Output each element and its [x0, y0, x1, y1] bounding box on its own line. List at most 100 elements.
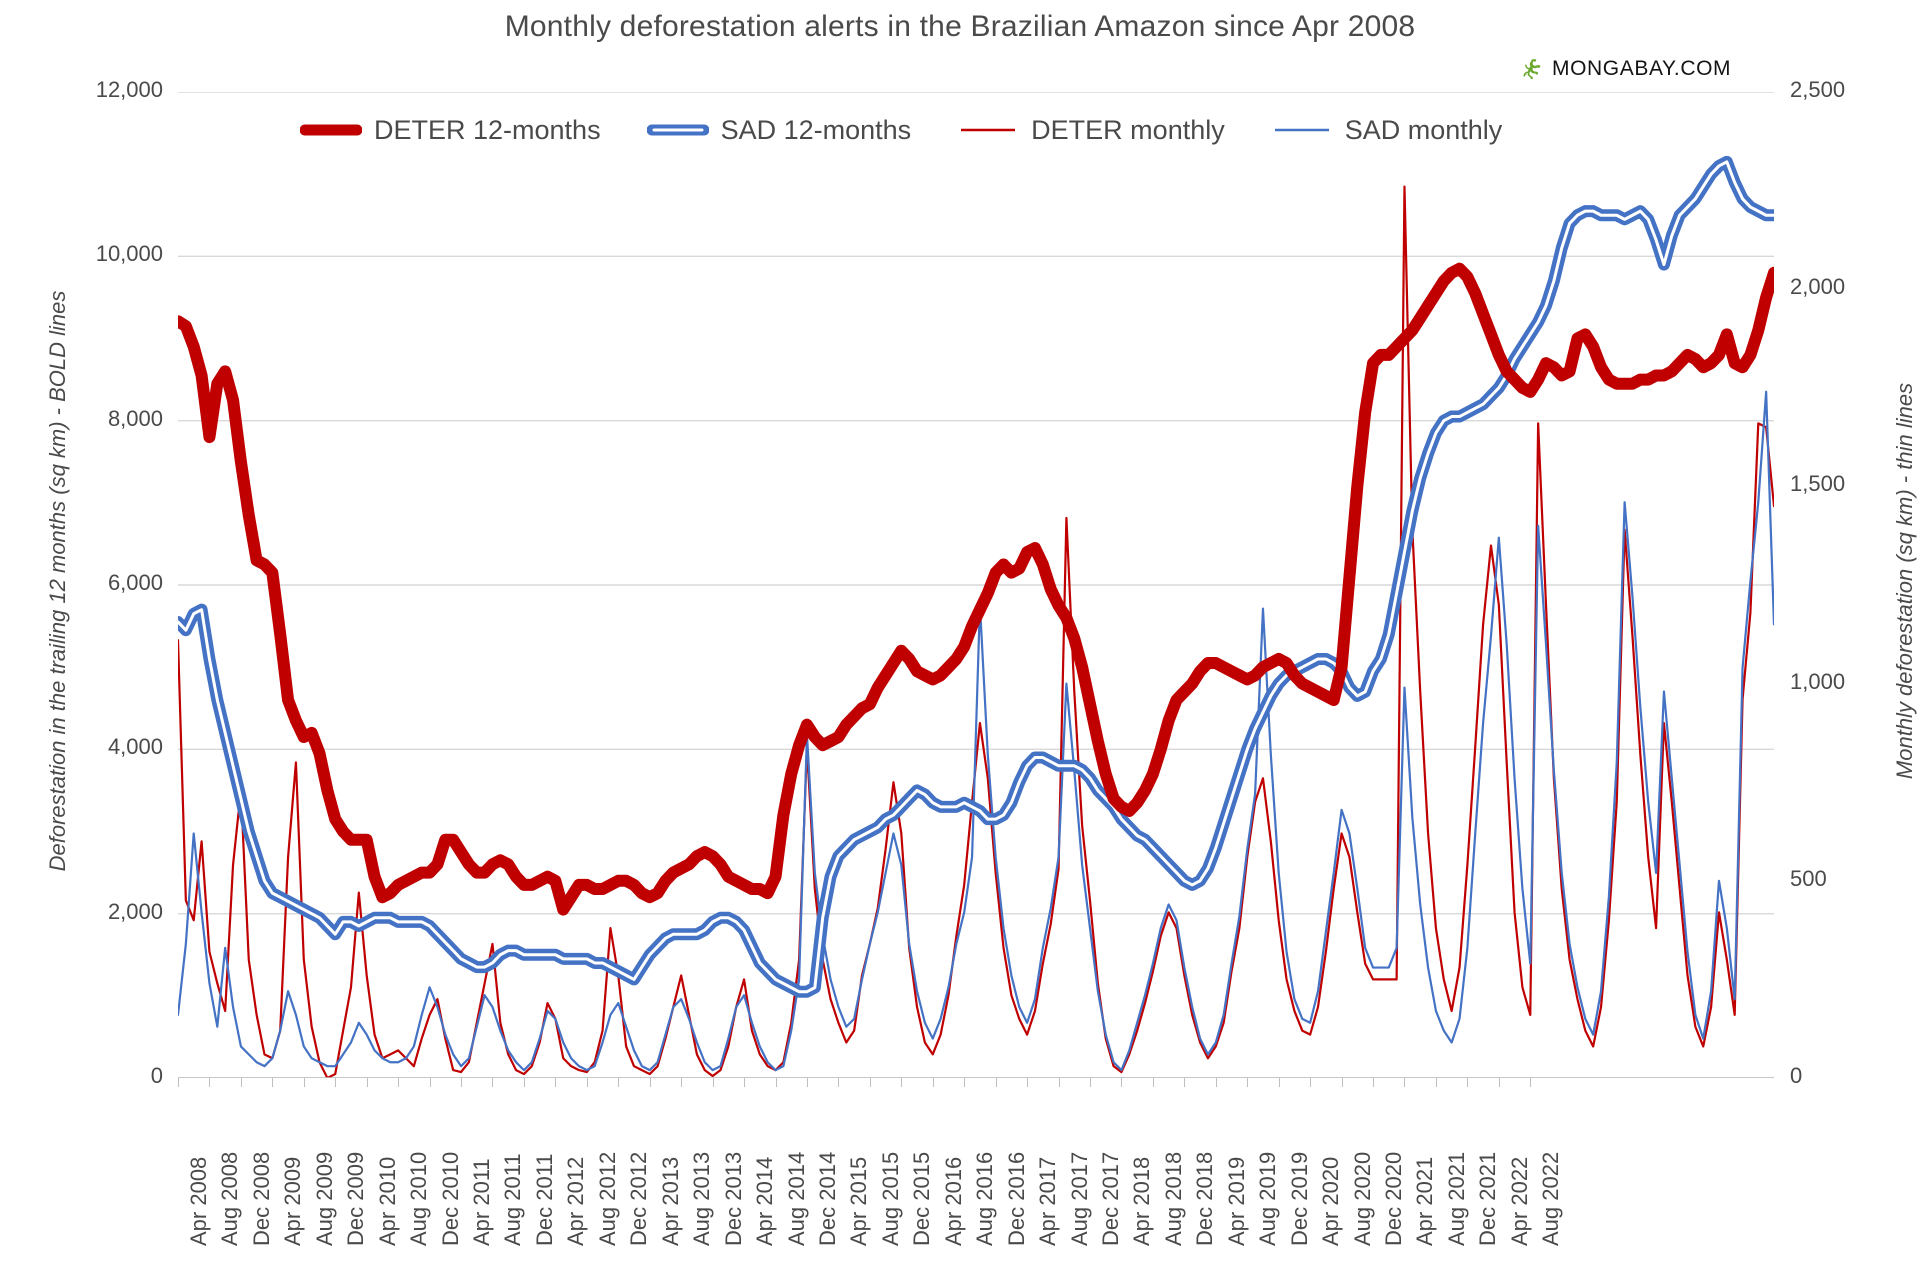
- x-axis-tick-label-7: Aug 2010: [406, 1151, 432, 1246]
- x-axis-tick-mark-18: [744, 1078, 746, 1087]
- x-axis-tick-mark-4: [303, 1078, 305, 1087]
- series-sad-monthly: [178, 390, 1774, 1072]
- legend-item-sad-12-months[interactable]: SAD 12-months: [646, 114, 912, 146]
- thin-blue-line-icon: [1274, 128, 1329, 132]
- y-axis-left-tick-4: 8,000: [107, 405, 163, 431]
- x-axis-tick-mark-34: [1247, 1078, 1249, 1087]
- x-axis-tick-label-11: Dec 2011: [531, 1153, 557, 1246]
- brand-name: MONGABAY.COM: [1552, 57, 1732, 80]
- y-axis-right-tick-5: 2,500: [1790, 77, 1846, 102]
- x-axis-tick-mark-2: [240, 1078, 242, 1087]
- x-axis-tick-mark-39: [1404, 1078, 1406, 1087]
- x-axis-tick-label-22: Aug 2015: [877, 1151, 903, 1246]
- x-axis-tick-mark-13: [586, 1078, 588, 1087]
- thin-red-line-icon: [961, 128, 1016, 132]
- x-axis-tick-mark-23: [901, 1078, 903, 1087]
- legend-item-deter-12-months[interactable]: DETER 12-months: [300, 115, 601, 146]
- x-axis-tick-label-1: Aug 2008: [217, 1151, 243, 1246]
- x-axis-tick-label-36: Apr 2020: [1318, 1156, 1344, 1246]
- gecko-icon: [1523, 59, 1541, 80]
- x-axis-tick-mark-37: [1341, 1078, 1343, 1087]
- x-axis-tick-label-32: Dec 2018: [1192, 1151, 1218, 1246]
- y-axis-left-tick-6: 12,000: [95, 77, 163, 102]
- x-axis-tick-label-16: Aug 2013: [689, 1151, 715, 1246]
- x-axis-tick-label-9: Apr 2011: [469, 1158, 495, 1246]
- x-axis-tick-label-35: Dec 2019: [1286, 1151, 1312, 1246]
- y-axis-right-tick-0: 0: [1790, 1063, 1803, 1088]
- legend-label-3: SAD monthly: [1344, 114, 1503, 145]
- x-axis-tick-label-43: Aug 2022: [1538, 1151, 1564, 1246]
- legend-label-1: SAD 12-months: [720, 114, 912, 145]
- x-axis-tick-mark-28: [1058, 1078, 1060, 1087]
- y-axis-right-tick-1: 500: [1790, 865, 1827, 891]
- x-axis-tick-label-25: Aug 2016: [972, 1151, 998, 1246]
- x-axis-tick-label-27: Apr 2017: [1035, 1156, 1061, 1246]
- x-axis-tick-mark-14: [618, 1078, 620, 1087]
- x-axis-tick-mark-27: [1027, 1078, 1029, 1087]
- x-axis-tick-mark-11: [523, 1078, 525, 1087]
- x-axis-tick-label-40: Aug 2021: [1443, 1151, 1469, 1246]
- legend-item-deter-monthly[interactable]: DETER monthly: [957, 115, 1225, 146]
- x-axis-tick-label-38: Dec 2020: [1381, 1151, 1407, 1246]
- plot-area: [178, 92, 1774, 1078]
- x-axis-tick-mark-6: [366, 1078, 368, 1087]
- y-axis-left-tick-3: 6,000: [107, 570, 163, 595]
- chart-legend: DETER 12-months SAD 12-months DETER mont…: [300, 110, 1660, 150]
- x-axis-tick-mark-3: [272, 1078, 274, 1087]
- gridlines: [178, 92, 1774, 1078]
- x-axis-tick-label-17: Dec 2013: [720, 1151, 746, 1246]
- x-axis-tick-mark-16: [681, 1078, 683, 1087]
- y-axis-left-tick-1: 2,000: [107, 898, 163, 924]
- x-axis-tick-mark-32: [1184, 1078, 1186, 1087]
- x-axis-tick-mark-15: [649, 1078, 651, 1087]
- x-axis-tick-label-31: Aug 2018: [1160, 1151, 1186, 1246]
- y-axis-left-tick-2: 4,000: [107, 734, 163, 760]
- x-axis-tick-mark-24: [932, 1078, 934, 1087]
- x-axis-tick-label-34: Aug 2019: [1255, 1151, 1281, 1246]
- x-axis-tick-label-13: Aug 2012: [594, 1151, 620, 1246]
- x-axis-tick-mark-5: [335, 1078, 337, 1087]
- x-axis-tick-label-2: Dec 2008: [248, 1151, 274, 1246]
- x-axis-tick-label-39: Apr 2021: [1412, 1156, 1438, 1246]
- x-axis-tick-label-6: Apr 2010: [374, 1156, 400, 1246]
- x-axis-tick-mark-38: [1373, 1078, 1375, 1087]
- plot-svg: [178, 92, 1774, 1078]
- chart-title: Monthly deforestation alerts in the Braz…: [504, 10, 1416, 43]
- legend-label-2: DETER monthly: [1031, 114, 1225, 145]
- bold-blue-line-icon: [646, 124, 709, 136]
- x-axis-tick-label-24: Apr 2016: [940, 1156, 966, 1246]
- x-axis-tick-label-37: Aug 2020: [1349, 1151, 1375, 1246]
- x-axis-tick-mark-30: [1121, 1078, 1123, 1087]
- x-axis-tick-label-42: Apr 2022: [1506, 1156, 1532, 1246]
- x-axis-tick-label-19: Aug 2014: [783, 1151, 809, 1246]
- legend-item-sad-monthly[interactable]: SAD monthly: [1271, 114, 1503, 146]
- y-axis-left-tick-0: 0: [150, 1063, 163, 1088]
- x-axis-tick-label-14: Dec 2012: [626, 1151, 652, 1246]
- x-axis-tick-label-12: Apr 2012: [563, 1156, 589, 1246]
- x-axis-tick-mark-9: [461, 1078, 463, 1087]
- x-axis-tick-label-5: Dec 2009: [343, 1151, 369, 1246]
- x-axis-tick-label-8: Dec 2010: [437, 1151, 463, 1246]
- x-axis-tick-label-23: Dec 2015: [909, 1151, 935, 1246]
- bold-red-line-icon: [300, 124, 362, 136]
- x-axis-tick-label-29: Dec 2017: [1098, 1151, 1123, 1246]
- x-axis-tick-label-28: Aug 2017: [1066, 1151, 1092, 1246]
- x-axis-tick-mark-43: [1530, 1078, 1532, 1087]
- legend-label-0: DETER 12-months: [374, 114, 601, 145]
- x-axis-tick-mark-40: [1435, 1078, 1437, 1087]
- x-axis-tick-label-18: Apr 2014: [752, 1156, 778, 1246]
- x-axis-tick-mark-10: [492, 1078, 494, 1087]
- x-axis-tick-mark-42: [1498, 1078, 1500, 1087]
- x-axis-tick-mark-36: [1310, 1078, 1312, 1087]
- x-axis-tick-mark-0: [178, 1078, 179, 1087]
- x-axis-tick-mark-1: [209, 1078, 211, 1087]
- y-axis-right-tick-3: 1,500: [1790, 471, 1846, 497]
- x-axis-tick-mark-31: [1152, 1078, 1154, 1087]
- x-axis-tick-mark-33: [1215, 1078, 1217, 1087]
- x-axis-tick-mark-21: [838, 1078, 840, 1087]
- x-axis-tick-label-20: Dec 2014: [814, 1151, 840, 1246]
- x-axis-tick-label-10: Aug 2011: [500, 1153, 526, 1246]
- x-axis-tick-label-33: Apr 2019: [1223, 1156, 1249, 1246]
- mongabay-brand: MONGABAY.COM: [1521, 56, 1731, 82]
